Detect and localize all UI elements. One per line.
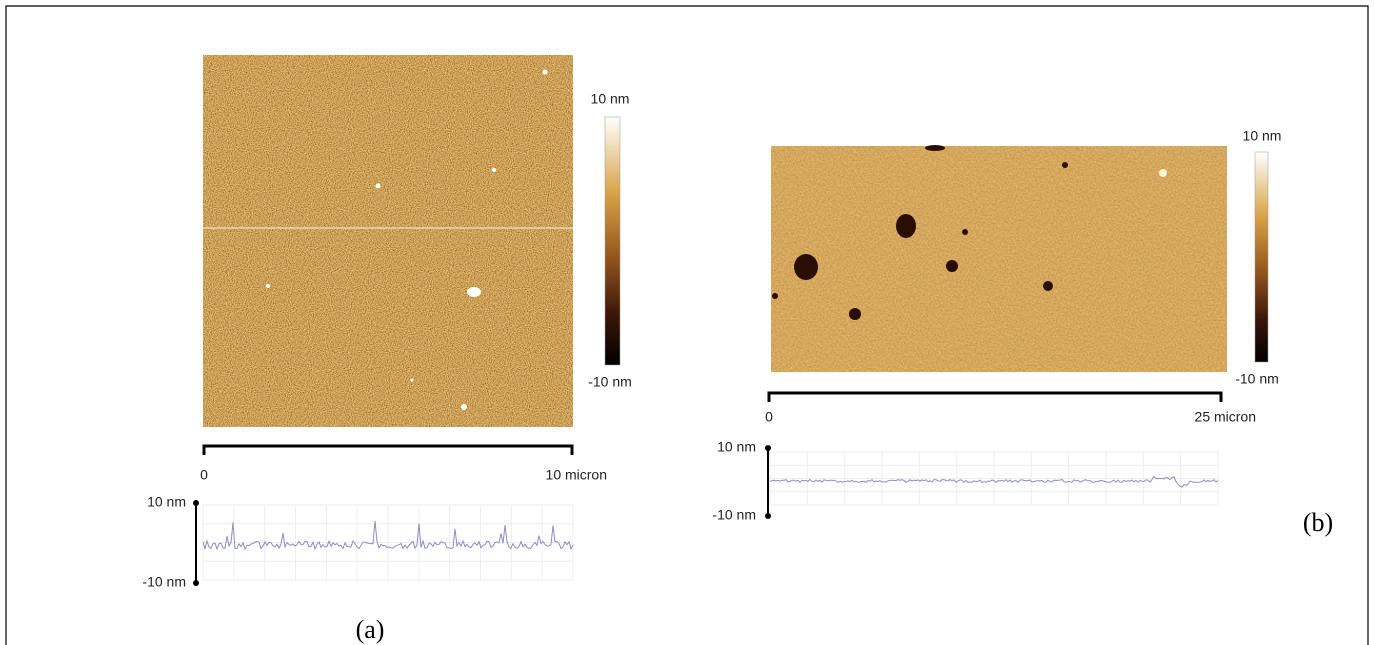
- profile-max: 10 nm: [717, 439, 756, 455]
- color-bar: [1254, 151, 1269, 363]
- profile-min: -10 nm: [712, 507, 756, 523]
- axis-dot: [193, 580, 199, 586]
- scale-end: 10 micron: [546, 467, 607, 483]
- profile-line: [769, 475, 1219, 488]
- frame: [5, 5, 1369, 645]
- panel-a: 10 nm -10 nm 0 10 micron 10 nm -10 nm (a…: [142, 55, 632, 644]
- color-min: -10 nm: [1235, 371, 1279, 387]
- axis-dot: [193, 500, 199, 506]
- color-max: 10 nm: [1243, 128, 1282, 144]
- profile-line: [202, 520, 574, 551]
- afm-image: [203, 55, 573, 427]
- color-min: -10 nm: [588, 374, 632, 390]
- color-max: 10 nm: [591, 91, 630, 107]
- axis-dot: [765, 513, 771, 519]
- pits: [772, 145, 1068, 320]
- scale-bar: [767, 391, 1223, 402]
- profile-grid: [202, 504, 574, 581]
- profile-grid: [769, 451, 1219, 506]
- caption: (a): [356, 615, 385, 644]
- scale-start: 0: [200, 467, 208, 483]
- panel-b: 10 nm -10 nm 0 25 micron 10 nm -10 nm (b…: [712, 128, 1333, 537]
- profile-max: 10 nm: [147, 494, 186, 510]
- profile-min: -10 nm: [142, 574, 186, 590]
- color-bar: [604, 116, 621, 366]
- afm-image: [771, 146, 1227, 372]
- particles: [266, 69, 548, 410]
- particle: [1159, 169, 1167, 177]
- scale-end: 25 micron: [1195, 409, 1256, 425]
- scale-bar: [202, 444, 574, 455]
- axis-dot: [765, 445, 771, 451]
- scale-start: 0: [765, 409, 773, 425]
- caption: (b): [1303, 508, 1333, 537]
